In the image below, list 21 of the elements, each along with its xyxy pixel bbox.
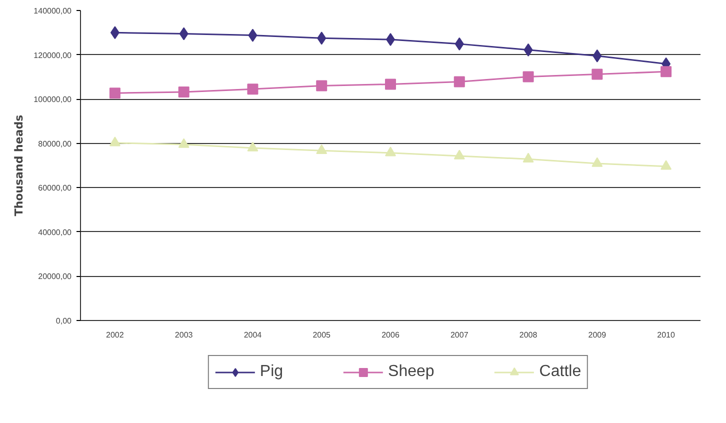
x-tick-label: 2010 [657,330,676,340]
x-tick-label: 2007 [450,330,469,340]
x-tick-label: 2008 [519,330,538,340]
legend-label: Cattle [539,363,582,381]
legend-label: Pig [260,363,284,381]
y-axis-title: Thousand heads [12,114,26,216]
y-tick-label: 20000,00 [38,272,72,282]
legend-label: Sheep [388,363,434,381]
y-tick-label: 100000,00 [34,95,72,104]
y-tick-label: 40000,00 [38,228,72,237]
x-tick-label: 2002 [106,330,124,340]
y-tick-label: 80000,00 [38,139,72,148]
y-tick-label: 60000,00 [38,184,72,193]
y-tick-label: 140000,00 [34,6,72,16]
x-tick-label: 2003 [174,330,194,340]
x-tick-label: 2006 [382,330,400,340]
y-tick-label: 120000,00 [34,50,72,60]
x-tick-label: 2009 [588,330,607,340]
y-tick-label: 0,00 [56,316,72,326]
x-tick-label: 2004 [244,330,262,340]
x-tick-label: 2005 [312,330,332,340]
